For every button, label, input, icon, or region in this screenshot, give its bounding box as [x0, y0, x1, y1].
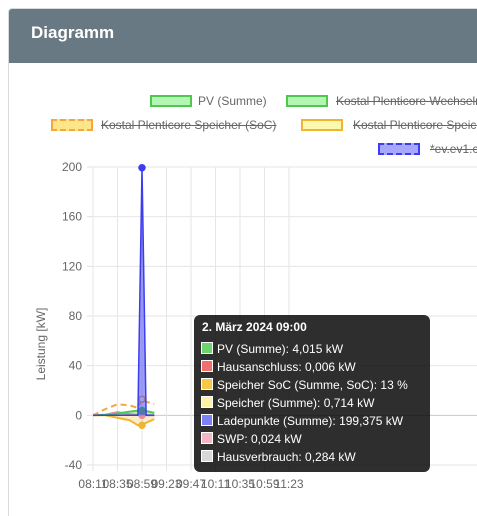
chart-tooltip: 2. März 2024 09:00 PV (Summe): 4,015 kW H… [194, 315, 430, 472]
tooltip-row-text: Hausanschluss: 0,006 kW [217, 360, 356, 374]
x-tick-label: 11:23 [274, 477, 303, 491]
y-tick-label: 120 [62, 259, 82, 273]
tooltip-swatch [201, 378, 213, 390]
legend-label: PV (Summe) [198, 94, 267, 108]
tooltip-row-text: Ladepunkte (Summe): 199,375 kW [217, 414, 404, 428]
legend-label: *ev.ev1.chargepoint [430, 142, 477, 156]
panel-header: Diagramm [9, 9, 477, 63]
tooltip-swatch [201, 360, 213, 372]
x-axis-ticks: 08:1108:3508:5909:2309:4710:1110:3510:59… [78, 477, 303, 491]
x-tick-label: 09:47 [176, 477, 206, 491]
x-tick-label: 10:59 [249, 477, 279, 491]
series-point [138, 164, 146, 172]
series-line [93, 167, 155, 417]
tooltip-row: Speicher (Summe): 0,714 kW [201, 394, 423, 412]
tooltip-swatch [201, 450, 213, 462]
legend-swatch [51, 119, 93, 131]
tooltip-row: Hausverbrauch: 0,284 kW [201, 448, 423, 466]
tooltip-row: Hausanschluss: 0,006 kW [201, 358, 423, 376]
tooltip-row-text: Speicher (Summe): 0,714 kW [217, 396, 375, 410]
x-tick-label: 08:35 [102, 477, 132, 491]
tooltip-rows: PV (Summe): 4,015 kW Hausanschluss: 0,006… [201, 340, 423, 466]
y-axis-ticks: 200 160 120 80 40 0 -40 [62, 160, 82, 472]
legend-swatch [378, 143, 420, 155]
x-tick-label: 08:59 [127, 477, 157, 491]
tooltip-swatch [201, 414, 213, 426]
tooltip-row-text: Speicher SoC (Summe, SoC): 13 % [217, 378, 408, 392]
legend-swatch [150, 95, 192, 107]
x-tick-label: 08:11 [78, 477, 107, 491]
y-tick-label: 160 [62, 210, 82, 224]
legend-label: Kostal Plenticore Wechselrichter [336, 94, 477, 108]
tooltip-row-text: SWP: 0,024 kW [217, 432, 302, 446]
tooltip-swatch [201, 432, 213, 444]
legend-label: Kostal Plenticore Speicher [353, 118, 477, 132]
legend-swatch [286, 95, 328, 107]
tooltip-swatch [201, 396, 213, 408]
tooltip-swatch [201, 342, 213, 354]
y-tick-label: 0 [75, 408, 82, 422]
y-axis-label: Leistung [kW] [34, 308, 48, 381]
tooltip-row: PV (Summe): 4,015 kW [201, 340, 423, 358]
tooltip-row: Ladepunkte (Summe): 199,375 kW [201, 412, 423, 430]
y-tick-label: 80 [69, 309, 83, 323]
x-tick-label: 09:23 [151, 477, 181, 491]
series-area [93, 415, 155, 426]
tooltip-title: 2. März 2024 09:00 [202, 320, 307, 334]
series-point [138, 421, 146, 430]
legend-swatch [301, 119, 343, 131]
tooltip-row: SWP: 0,024 kW [201, 430, 423, 448]
tooltip-row-text: PV (Summe): 4,015 kW [217, 342, 344, 356]
tooltip-row-text: Hausverbrauch: 0,284 kW [217, 450, 356, 464]
tooltip-row: Speicher SoC (Summe, SoC): 13 % [201, 376, 423, 394]
x-tick-label: 10:35 [225, 477, 255, 491]
chart-series [92, 164, 155, 430]
power-chart: 200 160 120 80 40 0 -40 08:1108:3508:5909:2309… [34, 160, 477, 491]
x-tick-label: 10:11 [201, 477, 230, 491]
panel-title: Diagramm [31, 23, 115, 42]
legend-label: Kostal Plenticore Speicher (SoC) [101, 118, 277, 132]
y-tick-label: 200 [62, 160, 82, 174]
y-tick-label: 40 [69, 359, 83, 373]
y-tick-label: -40 [65, 458, 83, 472]
